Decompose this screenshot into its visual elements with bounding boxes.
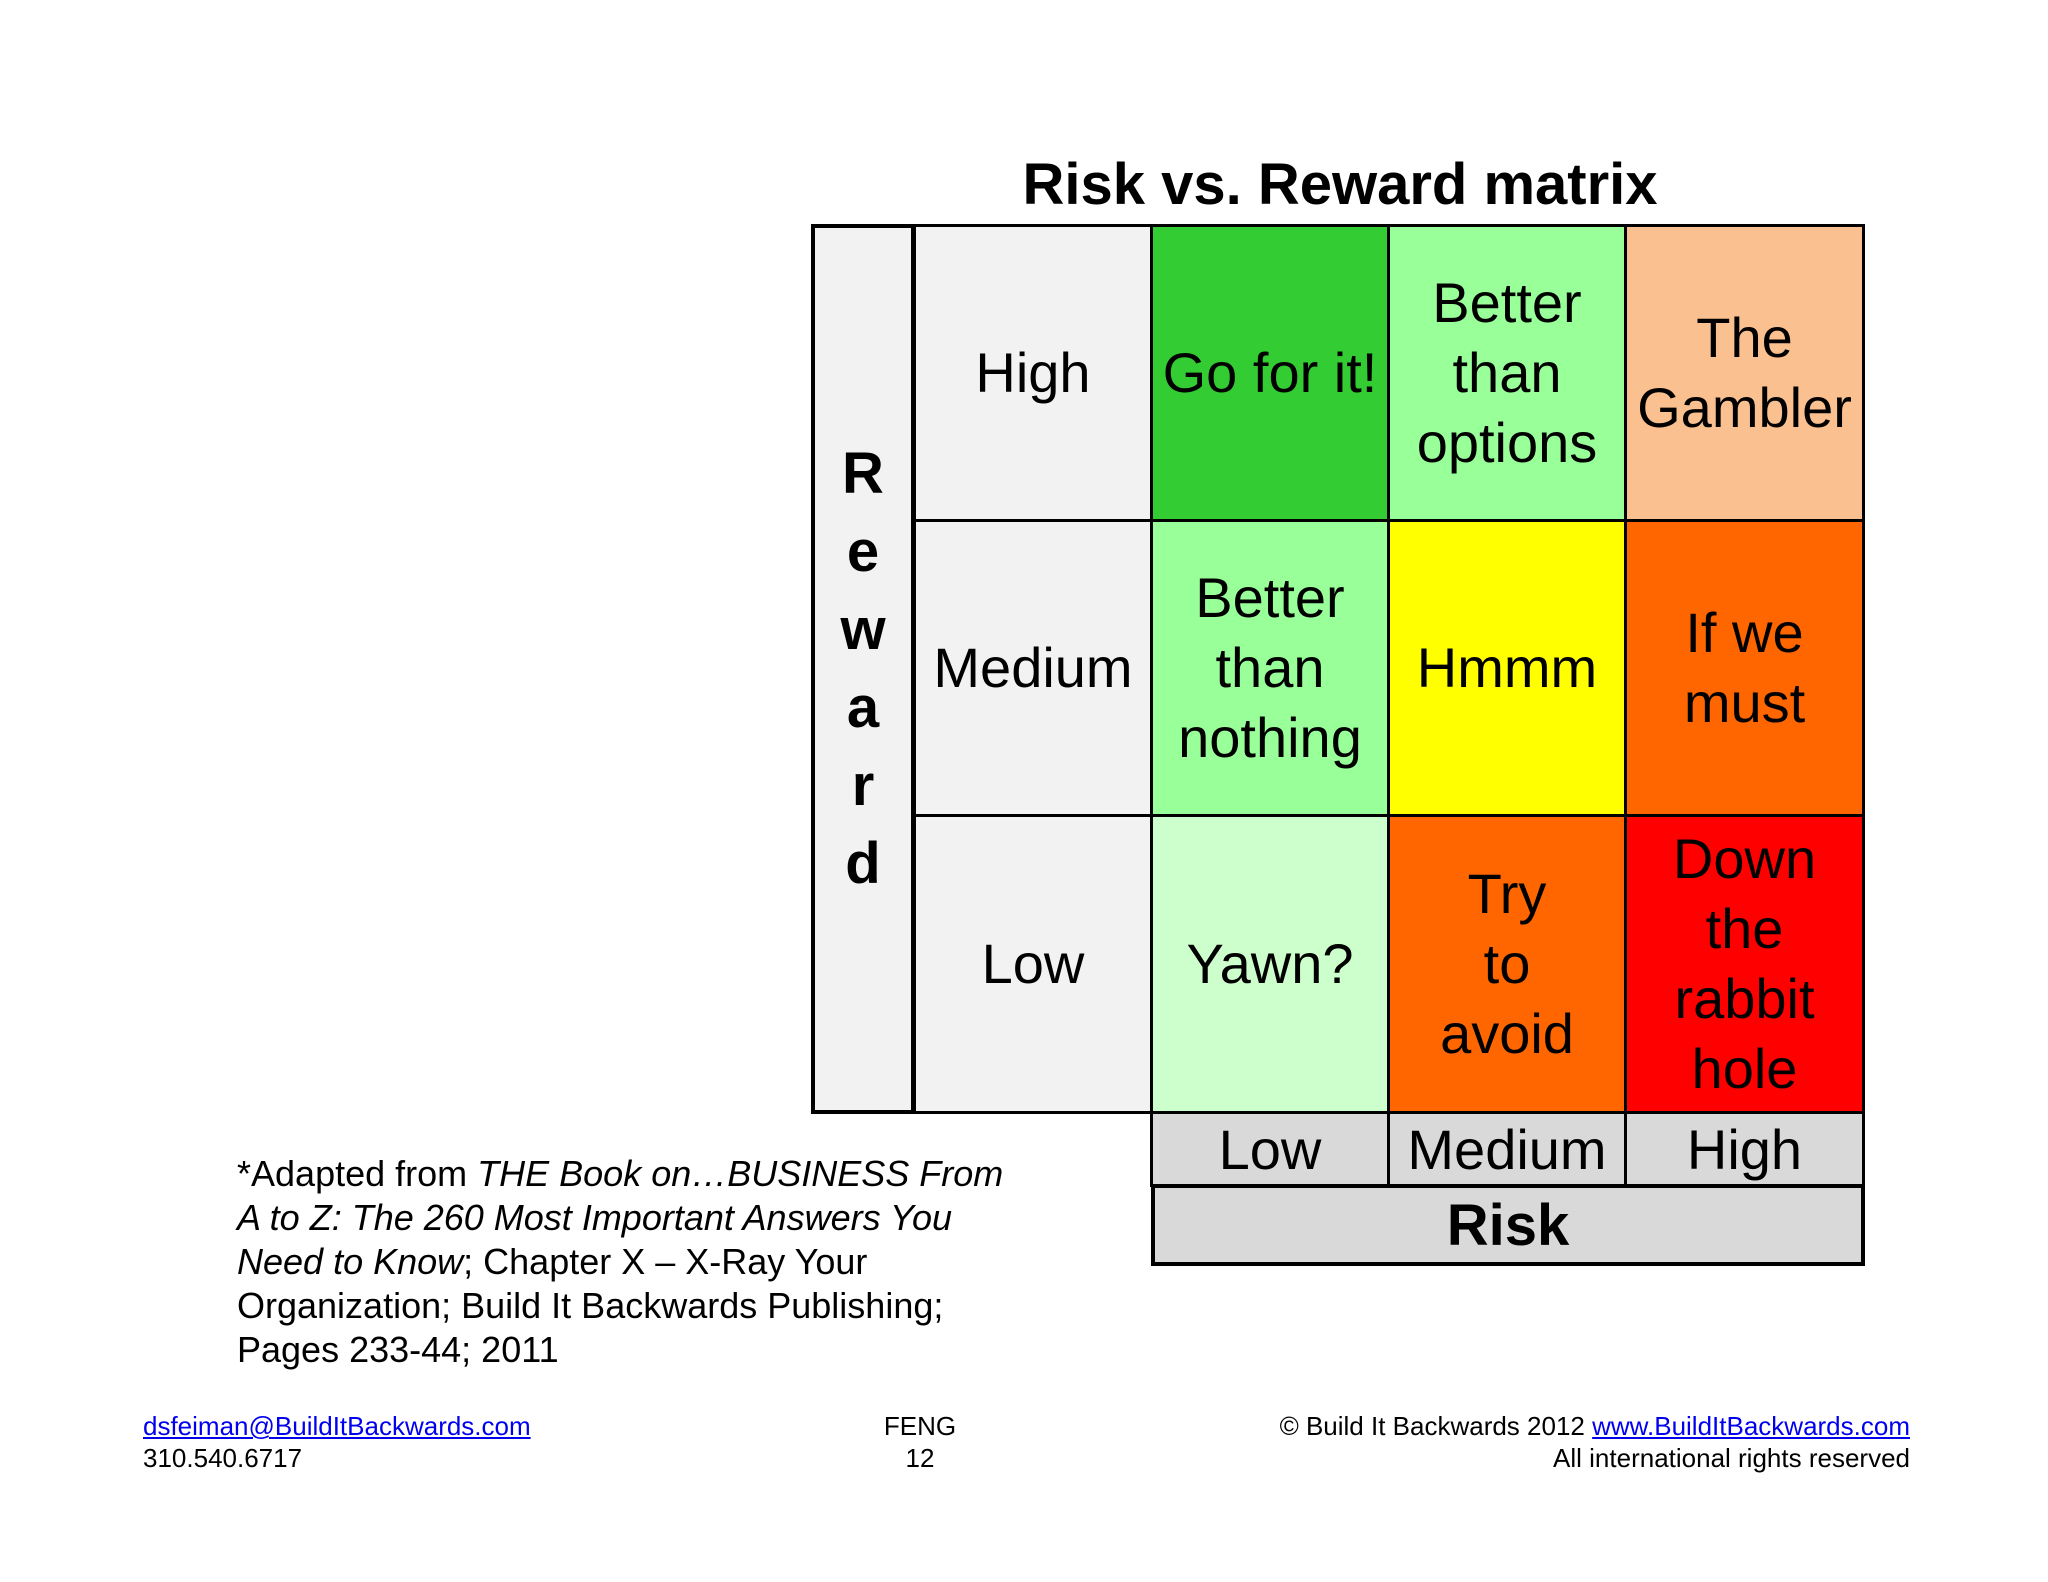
reward-letter: a: [846, 675, 880, 740]
footer-label: FENG: [883, 1411, 957, 1441]
row-label-high: High: [913, 224, 1153, 522]
reward-letter: R: [842, 441, 884, 506]
risk-label-high: High: [1624, 1111, 1865, 1187]
risk-label-medium: Medium: [1387, 1111, 1627, 1187]
copyright-text: © Build It Backwards 2012: [1279, 1411, 1585, 1441]
footer-contact: dsfeiman@BuildItBackwards.com 310.540.67…: [143, 1410, 531, 1474]
page-title: Risk vs. Reward matrix: [1022, 152, 1658, 217]
matrix-cell-high-reward-low-risk: Go for it!: [1150, 224, 1390, 522]
reward-axis-label: R e w a r d: [811, 224, 915, 1114]
matrix-cell-low-reward-medium-risk: Try to avoid: [1387, 814, 1627, 1114]
reward-letter: d: [845, 831, 881, 896]
email-link[interactable]: dsfeiman@BuildItBackwards.com: [143, 1411, 531, 1441]
footer-center: FENG 12: [860, 1410, 980, 1474]
rights-text: All international rights reserved: [1553, 1443, 1910, 1473]
matrix-cell-medium-reward-medium-risk: Hmmm: [1387, 519, 1627, 817]
website-link[interactable]: www.BuildItBackwards.com: [1592, 1411, 1910, 1441]
citation-details: ; Chapter X – X-Ray Your Organization; B…: [237, 1241, 944, 1370]
citation-note: *Adapted from THE Book on…BUSINESS From …: [237, 1152, 1017, 1372]
reward-letter: e: [846, 519, 880, 584]
citation-book-title: THE Book on…BUSINESS From A to Z: The 26…: [237, 1153, 1004, 1282]
page-number: 12: [905, 1443, 935, 1473]
reward-letter: w: [840, 597, 886, 662]
matrix-cell-medium-reward-low-risk: Better than nothing: [1150, 519, 1390, 817]
matrix-cell-low-reward-high-risk: Down the rabbit hole: [1624, 814, 1865, 1114]
matrix-cell-low-reward-low-risk: Yawn?: [1150, 814, 1390, 1114]
reward-letter: r: [851, 753, 875, 818]
risk-axis-title: Risk: [1151, 1184, 1865, 1266]
risk-label-low: Low: [1150, 1111, 1390, 1187]
citation-prefix: *Adapted from: [237, 1153, 478, 1194]
row-label-low: Low: [913, 814, 1153, 1114]
footer-copyright: © Build It Backwards 2012 www.BuildItBac…: [1280, 1410, 1910, 1474]
matrix-cell-high-reward-high-risk: The Gambler: [1624, 224, 1865, 522]
phone-number: 310.540.6717: [143, 1443, 303, 1473]
row-label-medium: Medium: [913, 519, 1153, 817]
matrix-cell-medium-reward-high-risk: If we must: [1624, 519, 1865, 817]
matrix-cell-high-reward-medium-risk: Better than options: [1387, 224, 1627, 522]
